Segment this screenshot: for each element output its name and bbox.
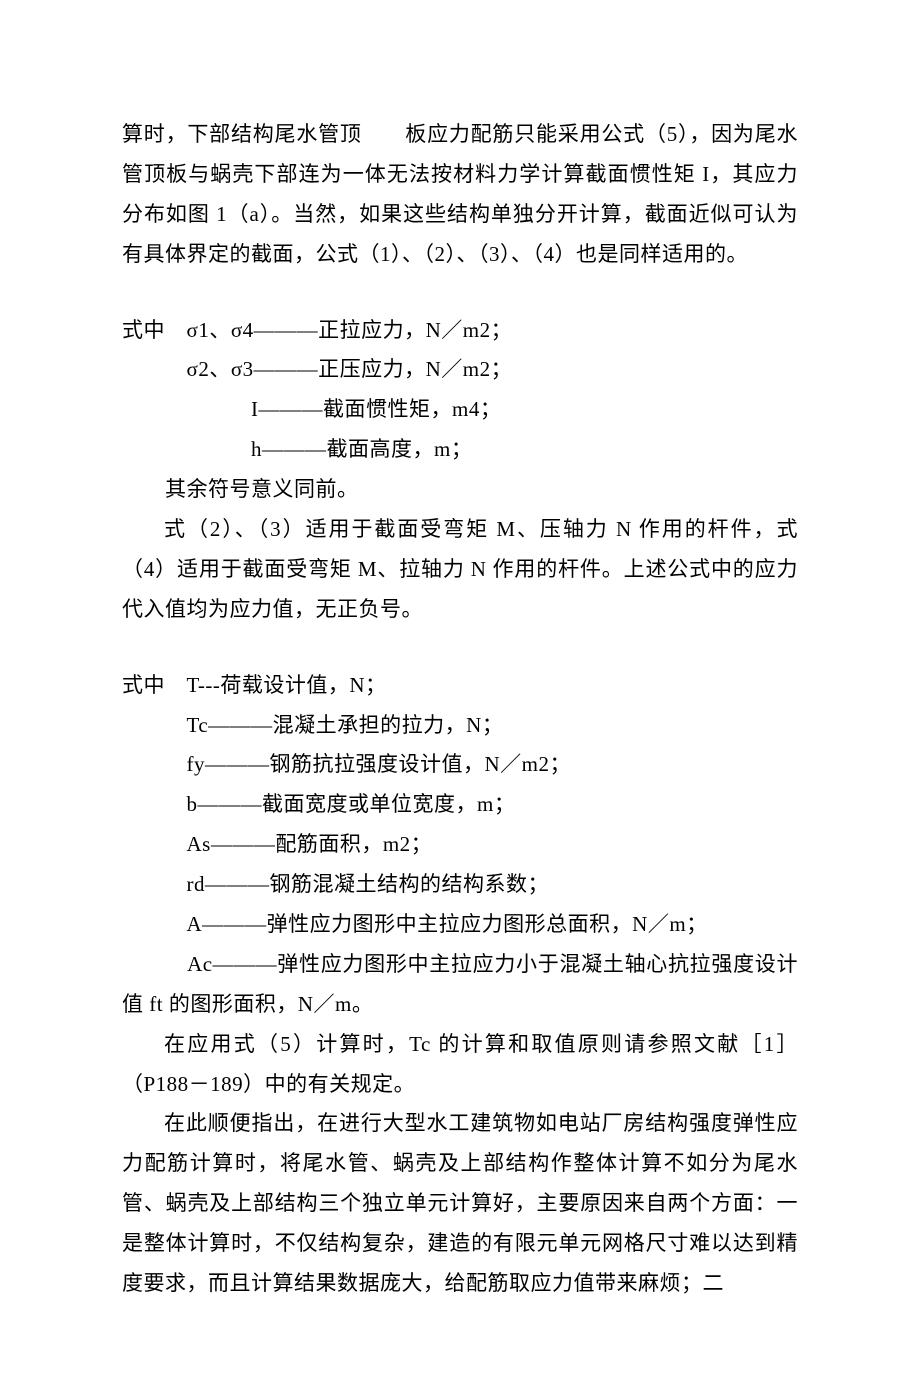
paragraph-intro: 算时，下部结构尾水管顶 板应力配筋只能采用公式（5），因为尾水管顶板与蜗壳下部连… bbox=[122, 115, 798, 275]
symbol-def-Tc: Tc———混凝土承担的拉力，N； bbox=[122, 706, 798, 746]
paragraph-formula-scope: 式（2）、（3）适用于截面受弯矩 M、压轴力 N 作用的杆件，式（4）适用于截面… bbox=[122, 510, 798, 630]
paragraph-remark: 在此顺便指出，在进行大型水工建筑物如电站厂房结构强度弹性应力配筋计算时，将尾水管… bbox=[122, 1104, 798, 1303]
spacer bbox=[122, 630, 798, 666]
document-page: 算时，下部结构尾水管顶 板应力配筋只能采用公式（5），因为尾水管顶板与蜗壳下部连… bbox=[0, 0, 920, 1384]
symbol-def-h: h———截面高度，m； bbox=[122, 430, 798, 470]
spacer bbox=[122, 275, 798, 311]
symbol-def-sigma23: σ2、σ3———正压应力，N／m2； bbox=[122, 350, 798, 390]
symbol-def-b: b———截面宽度或单位宽度，m； bbox=[122, 785, 798, 825]
symbol-def-As: As———配筋面积，m2； bbox=[122, 825, 798, 865]
symbol-def-T: 式中 T---荷载设计值，N； bbox=[122, 666, 798, 706]
symbol-def-fy: fy———钢筋抗拉强度设计值，N／m2； bbox=[122, 745, 798, 785]
symbol-def-rest: 其余符号意义同前。 bbox=[122, 470, 798, 510]
symbol-def-A: A———弹性应力图形中主拉应力图形总面积，N／m； bbox=[122, 905, 798, 945]
symbol-def-Ac: Ac———弹性应力图形中主拉应力小于混凝土轴心抗拉强度设计值 ft 的图形面积，… bbox=[122, 945, 798, 1025]
symbol-def-sigma14: 式中 σ1、σ4———正拉应力，N／m2； bbox=[122, 311, 798, 351]
symbol-def-I: I———截面惯性矩，m4； bbox=[122, 390, 798, 430]
paragraph-reference: 在应用式（5）计算时，Tc 的计算和取值原则请参照文献［1］（P188－189）… bbox=[122, 1025, 798, 1105]
symbol-def-rd: rd———钢筋混凝土结构的结构系数； bbox=[122, 865, 798, 905]
